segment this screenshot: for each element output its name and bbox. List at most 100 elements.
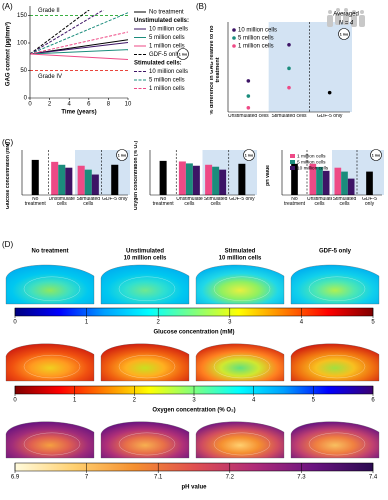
column-header: Stimulated xyxy=(225,249,256,255)
colorbar-label: Oxygen concentration (% O₂) xyxy=(152,408,235,414)
colorbar-tick-label: 6.9 xyxy=(11,475,20,481)
colorbar xyxy=(14,462,374,472)
x-tick-label-box: Stimulated cells xyxy=(204,197,228,207)
legend-swatch xyxy=(232,36,236,40)
colorbar-tick-label: 2 xyxy=(133,398,137,404)
series-line xyxy=(30,53,128,60)
bar xyxy=(291,163,298,195)
y-tick-label: 150 xyxy=(17,13,28,19)
badge-circle xyxy=(370,149,382,161)
disc-nucleus xyxy=(213,354,271,379)
x-tick-label: Unstimulated cells xyxy=(228,114,269,119)
series-line xyxy=(30,10,90,55)
disc-nucleus xyxy=(23,354,81,379)
legend-swatch xyxy=(232,28,236,32)
disc-map xyxy=(195,421,285,459)
x-tick-label: GDF-5 only xyxy=(101,197,128,202)
y-axis-label: % difference in GAG relative to no treat… xyxy=(210,25,221,115)
note: Averaged xyxy=(333,12,359,18)
legend-label: 5 million cells xyxy=(149,78,185,84)
disc-map xyxy=(100,264,190,305)
icon-body xyxy=(327,15,333,27)
colorbar-tick-label: 2 xyxy=(157,320,161,326)
legend-group: Unstimulated cells: xyxy=(134,18,189,24)
x-tick-label: Unstimulated cells xyxy=(48,197,76,208)
note: N = 4 xyxy=(339,21,354,27)
legend-label: No treatment xyxy=(149,10,184,16)
disc-map xyxy=(290,264,380,305)
bar xyxy=(309,163,317,195)
disc-nucleus xyxy=(213,276,271,302)
y-axis-label-box: pH value xyxy=(266,165,271,186)
legend-label: 10 million cells xyxy=(297,165,329,171)
dot xyxy=(246,79,251,83)
disc-map xyxy=(195,264,285,305)
legend-label: 10 million cells xyxy=(149,69,188,75)
bar xyxy=(334,167,342,195)
icon-head xyxy=(360,10,364,14)
disc-map xyxy=(290,421,380,459)
colorbar-label: Glucose concentration (mM) xyxy=(153,330,234,336)
bar xyxy=(192,165,200,195)
badge-circle xyxy=(177,48,189,60)
y-tick-label: 0 xyxy=(24,96,28,102)
icon-body xyxy=(335,13,341,25)
legend-label: 1 million cells xyxy=(149,44,185,50)
x-tick-label-box: No treatment xyxy=(24,197,46,208)
y-axis-label: pH value xyxy=(266,165,271,186)
x-tick-label: 8 xyxy=(107,102,111,108)
dot xyxy=(287,85,291,90)
colorbar-tick-label: 5 xyxy=(371,320,375,326)
bar xyxy=(205,164,213,195)
x-tick-label-box: Stimulated cells xyxy=(76,197,100,207)
badge: 1 mo xyxy=(340,32,349,36)
disc-map xyxy=(100,421,190,459)
x-tick-label-box: GDF-5 only xyxy=(316,114,343,119)
x-tick-label: GDF-5 only xyxy=(362,197,377,208)
bar xyxy=(51,161,59,195)
column-header: 10 million cells xyxy=(124,256,167,262)
colorbar-tick-label: 4 xyxy=(300,320,304,326)
x-tick-label-box: Unstimulated cells xyxy=(176,197,203,208)
series-line xyxy=(30,41,128,55)
x-tick-label-box: No treatment xyxy=(284,197,305,207)
disc-map xyxy=(5,343,95,382)
bar xyxy=(219,169,227,195)
icon-body xyxy=(351,15,357,27)
shaded-region xyxy=(268,22,352,112)
legend-label: 5 million cells xyxy=(297,159,326,165)
legend-swatch xyxy=(290,154,295,158)
legend-label: 10 million cells xyxy=(149,27,188,33)
disc-nucleus xyxy=(308,432,366,456)
icon-body xyxy=(359,15,365,27)
x-tick-label: Stimulated cells xyxy=(271,114,307,119)
legend-label: 10 million cells xyxy=(238,28,277,34)
y-axis-label: Oxygen concentration (% O₂) xyxy=(134,140,139,211)
bar xyxy=(185,163,193,195)
badge: 1 mo xyxy=(179,52,188,56)
disc-map xyxy=(5,421,95,459)
x-tick-label: 0 xyxy=(28,102,32,108)
panel-label: (D) xyxy=(2,240,13,249)
disc-nucleus xyxy=(23,432,81,456)
x-tick-label: No treatment xyxy=(24,197,46,208)
x-tick-label: GDF-5 only xyxy=(316,114,343,119)
legend-label: GDF-5 only xyxy=(149,52,180,58)
y-tick-label: 50 xyxy=(20,68,27,74)
disc-map xyxy=(5,264,95,305)
colorbar-tick-label: 7.3 xyxy=(297,475,306,481)
dot xyxy=(246,106,251,110)
icon-head xyxy=(344,8,348,12)
legend-label: 1 million cells xyxy=(238,44,274,50)
colorbar-tick-label: 0 xyxy=(13,398,17,404)
x-tick-label: Unstimulated cells xyxy=(176,197,203,208)
disc-nucleus xyxy=(308,276,366,302)
x-tick-label-box: Stimulated cells xyxy=(271,114,307,119)
x-tick-label-box: Unstimulated cells xyxy=(307,197,332,207)
x-tick-label: No treatment xyxy=(152,197,174,208)
colorbar-tick-label: 4 xyxy=(252,398,256,404)
dot xyxy=(287,43,291,47)
colorbar-label: pH value xyxy=(181,485,207,491)
bar xyxy=(347,178,355,195)
x-tick-label-box: GDF-5 only xyxy=(362,197,377,208)
